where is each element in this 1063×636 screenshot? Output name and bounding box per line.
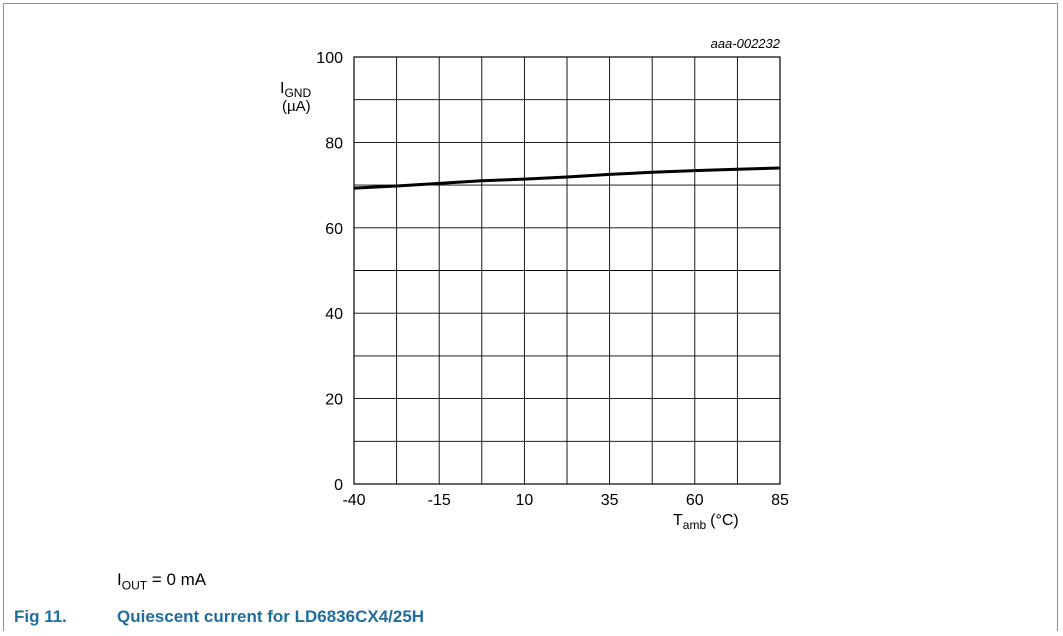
figure-frame xyxy=(3,3,1058,631)
grid xyxy=(353,56,781,485)
y-axis-label-sub: GND xyxy=(284,86,311,100)
condition-main: I xyxy=(117,570,122,589)
test-condition: IOUT = 0 mA xyxy=(117,570,206,592)
y-tick-label: 100 xyxy=(316,50,343,67)
figure-code: aaa-002232 xyxy=(711,36,781,51)
x-tick-label: 60 xyxy=(686,492,704,509)
tick-labels: -40 -15 10 35 60 85 0 20 40 60 80 100 xyxy=(316,50,789,509)
condition-sub: OUT xyxy=(121,578,148,593)
series-line xyxy=(353,166,781,190)
x-tick-label: 10 xyxy=(516,492,534,509)
condition-rest: = 0 mA xyxy=(147,570,207,589)
y-tick-label: 80 xyxy=(325,135,343,152)
series xyxy=(353,166,781,190)
y-tick-label: 20 xyxy=(325,392,343,409)
plot-border xyxy=(353,56,781,485)
x-tick-label: 35 xyxy=(601,492,619,509)
y-axis-unit: (µA) xyxy=(282,98,311,115)
x-axis-label-main: T xyxy=(673,512,683,529)
x-tick-label: -15 xyxy=(428,492,451,509)
figure-caption: Fig 11. Quiescent current for LD6836CX4/2… xyxy=(14,607,424,627)
y-tick-label: 60 xyxy=(325,221,343,238)
x-tick-label: -40 xyxy=(342,492,365,509)
figure-number: Fig 11. xyxy=(14,607,67,626)
figure-title: Quiescent current for LD6836CX4/25H xyxy=(117,607,425,626)
y-axis-label-main: I xyxy=(280,80,284,97)
y-tick-label: 0 xyxy=(334,477,343,494)
chart: -40 -15 10 35 60 85 0 20 40 60 80 100 aaa-002232 IG… xyxy=(280,36,789,532)
y-axis-label: IGND xyxy=(280,80,311,100)
x-tick-label: 85 xyxy=(771,492,789,509)
x-axis-label-sub: amb xyxy=(683,518,707,532)
x-axis-label-unit: (°C) xyxy=(710,512,739,529)
x-axis-label: Tamb (°C) xyxy=(673,512,739,532)
y-tick-label: 40 xyxy=(325,306,343,323)
